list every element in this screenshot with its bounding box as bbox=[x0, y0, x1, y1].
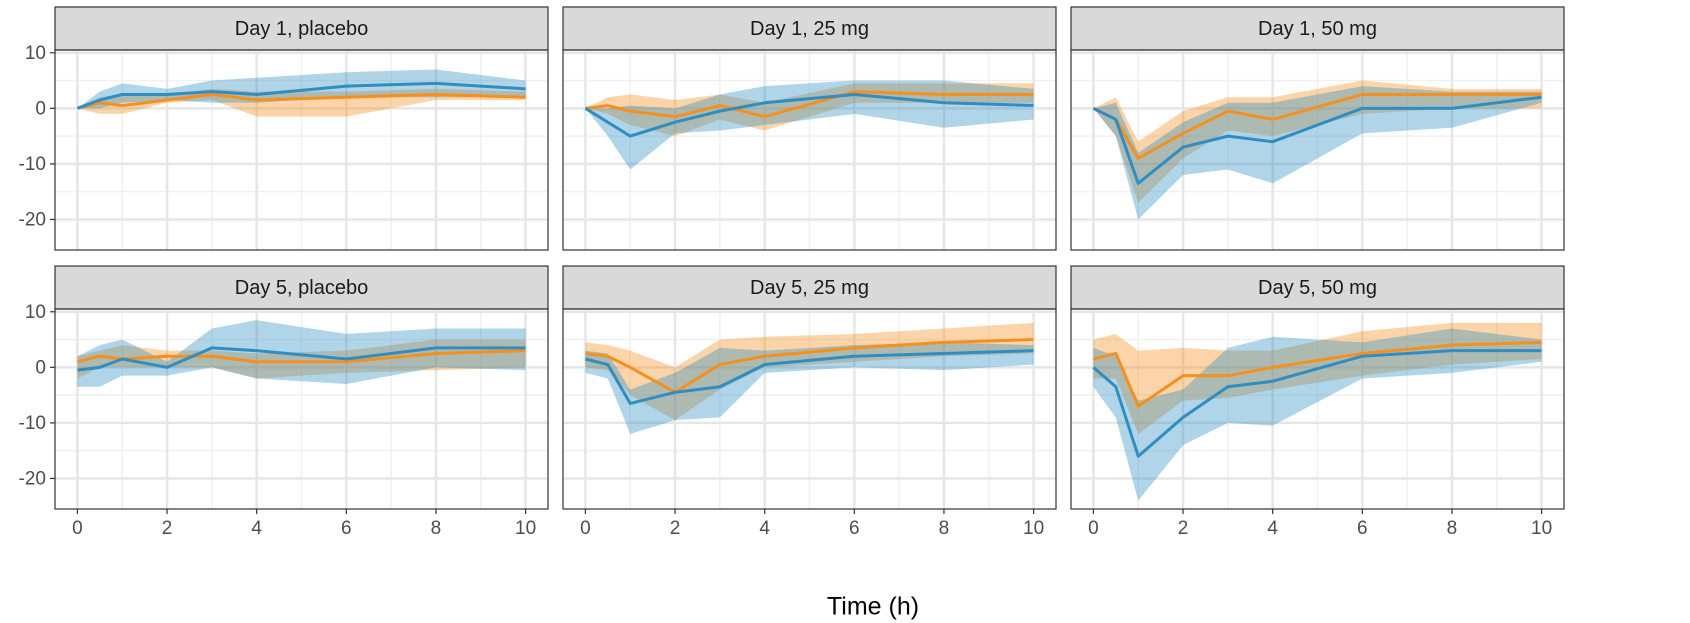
line bbox=[1093, 340, 1542, 408]
line bbox=[585, 90, 1034, 119]
facet-strip bbox=[54, 6, 549, 51]
x-tick-label: 4 bbox=[1267, 518, 1278, 539]
x-tick-label: 0 bbox=[72, 518, 83, 539]
line bbox=[77, 92, 526, 110]
x-tick-label: 10 bbox=[1023, 518, 1044, 539]
ribbon bbox=[585, 80, 1034, 170]
x-tick-label: 2 bbox=[670, 518, 681, 539]
facet-strip bbox=[1070, 6, 1565, 51]
panel-border bbox=[54, 49, 549, 251]
line bbox=[584, 92, 1034, 138]
y-tick-label: -20 bbox=[19, 468, 46, 489]
x-tick-label: 2 bbox=[1178, 518, 1189, 539]
x-tick-label: 2 bbox=[162, 518, 173, 539]
x-tick-label: 4 bbox=[759, 518, 770, 539]
facet-title: Day 5, 50 mg bbox=[1258, 277, 1377, 299]
line bbox=[77, 346, 526, 372]
line bbox=[1092, 95, 1542, 185]
facet-title: Day 1, placebo bbox=[235, 18, 368, 40]
y-tick-label: 10 bbox=[25, 43, 46, 64]
ribbon bbox=[585, 83, 1034, 137]
facet-title: Day 1, 25 mg bbox=[750, 18, 869, 40]
grid bbox=[55, 309, 548, 509]
line bbox=[585, 338, 1034, 394]
facet-title: Day 5, placebo bbox=[235, 277, 368, 299]
grid bbox=[1071, 50, 1564, 250]
x-axis-title: Time (h) bbox=[827, 593, 919, 621]
panel-border bbox=[1070, 49, 1565, 251]
x-tick-label: 0 bbox=[1088, 518, 1099, 539]
facet-strip bbox=[562, 265, 1057, 310]
x-tick-label: 6 bbox=[849, 518, 860, 539]
grid bbox=[563, 50, 1056, 250]
y-tick-label: 0 bbox=[35, 357, 46, 378]
y-tick-label: -10 bbox=[19, 413, 46, 434]
x-tick-label: 6 bbox=[341, 518, 352, 539]
panel-border bbox=[562, 49, 1057, 251]
panel-border bbox=[1070, 308, 1565, 510]
ribbon bbox=[1093, 80, 1542, 203]
x-tick-label: 10 bbox=[1531, 518, 1552, 539]
line bbox=[76, 81, 526, 110]
line bbox=[77, 349, 526, 364]
x-tick-label: 8 bbox=[431, 518, 442, 539]
ribbon bbox=[1093, 328, 1542, 501]
x-tick-label: 8 bbox=[1447, 518, 1458, 539]
line bbox=[1092, 92, 1542, 160]
y-tick-label: 10 bbox=[25, 302, 46, 323]
x-tick-label: 4 bbox=[251, 518, 262, 539]
ribbon bbox=[585, 342, 1034, 434]
x-tick-label: 10 bbox=[515, 518, 536, 539]
ribbon bbox=[585, 322, 1034, 421]
y-tick-label: -20 bbox=[19, 209, 46, 230]
facet-strip bbox=[54, 265, 549, 310]
facet-title: Day 5, 25 mg bbox=[750, 277, 869, 299]
x-tick-label: 0 bbox=[580, 518, 591, 539]
facet-title: Day 1, 50 mg bbox=[1258, 18, 1377, 40]
panel-border bbox=[54, 308, 549, 510]
y-tick-label: -10 bbox=[19, 154, 46, 175]
ribbon bbox=[1093, 86, 1542, 220]
facet-strip bbox=[562, 6, 1057, 51]
x-tick-label: 6 bbox=[1357, 518, 1368, 539]
panel-border bbox=[562, 308, 1057, 510]
line bbox=[585, 349, 1034, 405]
x-tick-label: 8 bbox=[939, 518, 950, 539]
y-tick-label: 0 bbox=[35, 98, 46, 119]
line bbox=[1092, 349, 1542, 458]
grid bbox=[55, 50, 548, 250]
grid bbox=[1071, 309, 1564, 509]
